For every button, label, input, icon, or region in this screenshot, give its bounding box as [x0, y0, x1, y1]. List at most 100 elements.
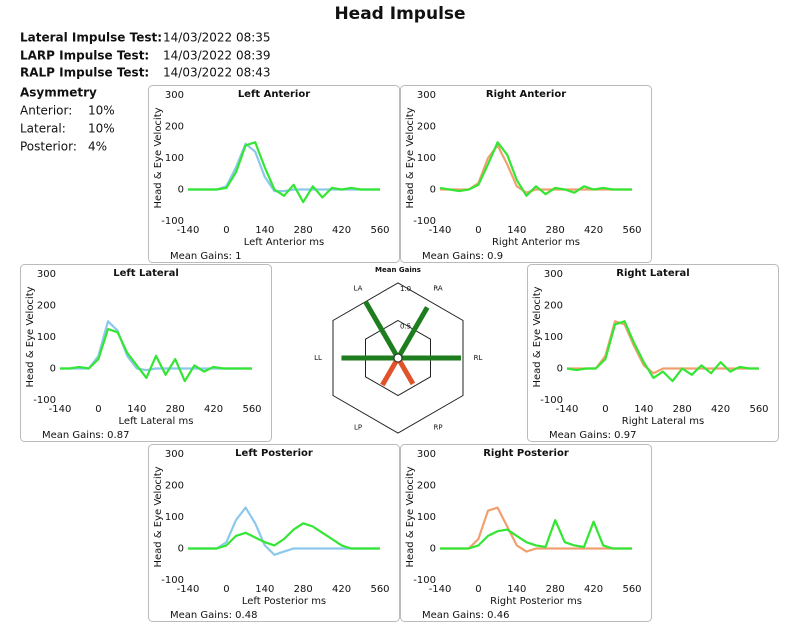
- y-tick-label: 0: [557, 364, 563, 375]
- y-tick-label: 300: [417, 90, 436, 101]
- x-tick-label: -140: [177, 584, 200, 595]
- trace: [188, 141, 380, 204]
- x-tick-label: 0: [475, 225, 481, 236]
- x-tick-label: 280: [546, 584, 565, 595]
- x-tick-label: -140: [429, 584, 452, 595]
- x-tick-label: 420: [332, 225, 351, 236]
- x-tick-label: 560: [749, 404, 768, 415]
- x-axis-label: Left Posterior ms: [242, 596, 326, 607]
- x-tick-label: 140: [507, 225, 526, 236]
- asymmetry-value: 10%: [88, 122, 115, 136]
- mean-gain: Mean Gains: 0.87: [42, 430, 129, 441]
- x-tick-label: 0: [95, 404, 101, 415]
- gain-bar: [395, 356, 416, 386]
- panel-frame: [400, 444, 652, 622]
- test-label: RALP Impulse Test:: [20, 66, 149, 80]
- x-tick-label: 560: [370, 584, 389, 595]
- asymmetry-label: Posterior:: [20, 140, 77, 154]
- y-tick-label: -100: [413, 575, 436, 586]
- x-tick-label: 420: [332, 584, 351, 595]
- radar-tick-label: 1.0: [400, 285, 411, 293]
- x-tick-label: -140: [49, 404, 72, 415]
- x-axis-label: Right Lateral ms: [622, 416, 704, 427]
- y-tick-label: 100: [417, 153, 436, 164]
- y-tick-label: 0: [178, 185, 184, 196]
- x-tick-label: 560: [242, 404, 261, 415]
- y-tick-label: 300: [417, 449, 436, 460]
- panel-frame: [20, 264, 272, 442]
- asymmetry-value: 10%: [88, 104, 115, 118]
- trace: [188, 522, 380, 550]
- x-axis-label: Right Anterior ms: [492, 237, 580, 248]
- x-tick-label: 140: [255, 225, 274, 236]
- y-tick-label: 0: [430, 544, 436, 555]
- x-tick-label: 140: [507, 584, 526, 595]
- y-tick-label: 300: [37, 269, 56, 280]
- x-tick-label: 0: [223, 225, 229, 236]
- radar-axis-label: LP: [354, 423, 362, 431]
- y-tick-label: 200: [544, 301, 563, 312]
- y-tick-label: 200: [165, 481, 184, 492]
- x-tick-label: -140: [556, 404, 579, 415]
- panel-frame: [400, 85, 652, 263]
- test-time: 14/03/2022 08:39: [163, 49, 271, 63]
- y-tick-label: 100: [417, 512, 436, 523]
- mean-gain: Mean Gains: 0.46: [422, 610, 509, 621]
- y-tick-label: 300: [544, 269, 563, 280]
- x-tick-label: -140: [429, 225, 452, 236]
- x-axis-label: Left Lateral ms: [119, 416, 194, 427]
- radar-axis-label: LL: [314, 354, 322, 362]
- panel-frame: [148, 444, 400, 622]
- y-axis-label: Head & Eye Velocity: [153, 466, 164, 567]
- x-tick-label: 140: [255, 584, 274, 595]
- y-tick-label: 200: [37, 301, 56, 312]
- x-tick-label: 0: [602, 404, 608, 415]
- x-tick-label: -140: [177, 225, 200, 236]
- gain-bar: [380, 356, 401, 387]
- y-tick-label: -100: [33, 395, 56, 406]
- x-tick-label: 420: [584, 225, 603, 236]
- x-tick-label: 280: [673, 404, 692, 415]
- x-tick-label: 420: [204, 404, 223, 415]
- y-tick-label: 100: [165, 153, 184, 164]
- trace: [60, 328, 252, 383]
- y-tick-label: 0: [430, 185, 436, 196]
- trace: [440, 506, 632, 553]
- panel-title: Right Lateral: [616, 268, 689, 279]
- x-tick-label: 140: [127, 404, 146, 415]
- x-tick-label: 140: [634, 404, 653, 415]
- gain-bar: [395, 306, 430, 360]
- radar-ring: [365, 319, 431, 397]
- y-axis-label: Head & Eye Velocity: [25, 286, 36, 387]
- y-tick-label: 100: [544, 332, 563, 343]
- trace: [439, 141, 632, 197]
- mean-gain: Mean Gains: 0.48: [170, 610, 257, 621]
- radar-title: Mean Gains: [375, 266, 421, 274]
- x-tick-label: 280: [166, 404, 185, 415]
- x-tick-label: 0: [223, 584, 229, 595]
- panel-title: Right Posterior: [483, 448, 569, 459]
- y-axis-label: Head & Eye Velocity: [405, 466, 416, 567]
- x-axis-label: Right Posterior ms: [490, 596, 582, 607]
- radar-axis-label: RL: [474, 354, 483, 362]
- y-tick-label: -100: [161, 575, 184, 586]
- x-tick-label: 420: [584, 584, 603, 595]
- y-tick-label: -100: [413, 216, 436, 227]
- panel-frame: [527, 264, 779, 442]
- radar-axis-label: RA: [433, 285, 443, 293]
- y-tick-label: 0: [50, 364, 56, 375]
- panel-title: Left Anterior: [238, 89, 310, 100]
- radar-tick-label: 0.5: [400, 322, 411, 330]
- y-axis-label: Head & Eye Velocity: [153, 107, 164, 208]
- y-tick-label: 0: [178, 544, 184, 555]
- x-tick-label: 420: [711, 404, 730, 415]
- panel-frame: [148, 85, 400, 263]
- y-tick-label: 300: [165, 90, 184, 101]
- trace: [440, 519, 632, 550]
- asymmetry-label: Lateral:: [20, 122, 66, 136]
- page-title: Head Impulse: [334, 4, 465, 24]
- y-tick-label: 300: [165, 449, 184, 460]
- radar-axis-label: LA: [354, 285, 363, 293]
- x-tick-label: 280: [546, 225, 565, 236]
